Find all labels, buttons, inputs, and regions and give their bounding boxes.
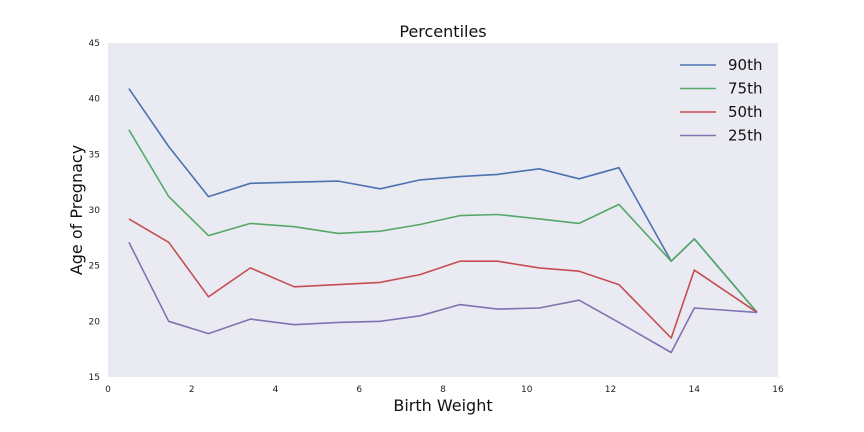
x-axis-ticks: 0 2 4 6 8 10 12 14 16: [105, 385, 784, 395]
y-tick-label: 25: [89, 262, 100, 272]
legend: 90th 75th 50th 25th: [680, 56, 762, 145]
series-line-25th: [128, 241, 758, 354]
y-tick-label: 40: [89, 95, 101, 105]
legend-label: 90th: [728, 56, 762, 74]
legend-label: 75th: [728, 80, 762, 98]
y-tick-label: 35: [89, 150, 100, 160]
x-tick-label: 6: [356, 385, 362, 395]
series-lines: [128, 88, 758, 354]
series-line-90th: [128, 88, 758, 313]
chart-title: Percentiles: [399, 22, 486, 41]
series-line-75th: [128, 129, 758, 313]
x-tick-label: 12: [605, 385, 616, 395]
y-axis-title: Age of Pregnacy: [67, 145, 86, 275]
x-tick-label: 8: [440, 385, 446, 395]
x-tick-label: 14: [689, 385, 701, 395]
plot-area: [108, 43, 778, 377]
x-axis-title: Birth Weight: [393, 396, 492, 415]
series-line-50th: [128, 218, 758, 339]
x-tick-label: 0: [105, 385, 111, 395]
y-tick-label: 20: [89, 317, 101, 327]
y-tick-label: 15: [89, 373, 100, 383]
y-tick-label: 30: [89, 206, 101, 216]
x-tick-label: 2: [189, 385, 195, 395]
legend-label: 25th: [728, 127, 762, 145]
y-axis-ticks: 15 20 25 30 35 40 45: [89, 39, 101, 383]
x-tick-label: 10: [521, 385, 533, 395]
x-tick-label: 4: [273, 385, 279, 395]
x-tick-label: 16: [772, 385, 784, 395]
legend-label: 50th: [728, 103, 762, 121]
y-tick-label: 45: [89, 39, 100, 49]
